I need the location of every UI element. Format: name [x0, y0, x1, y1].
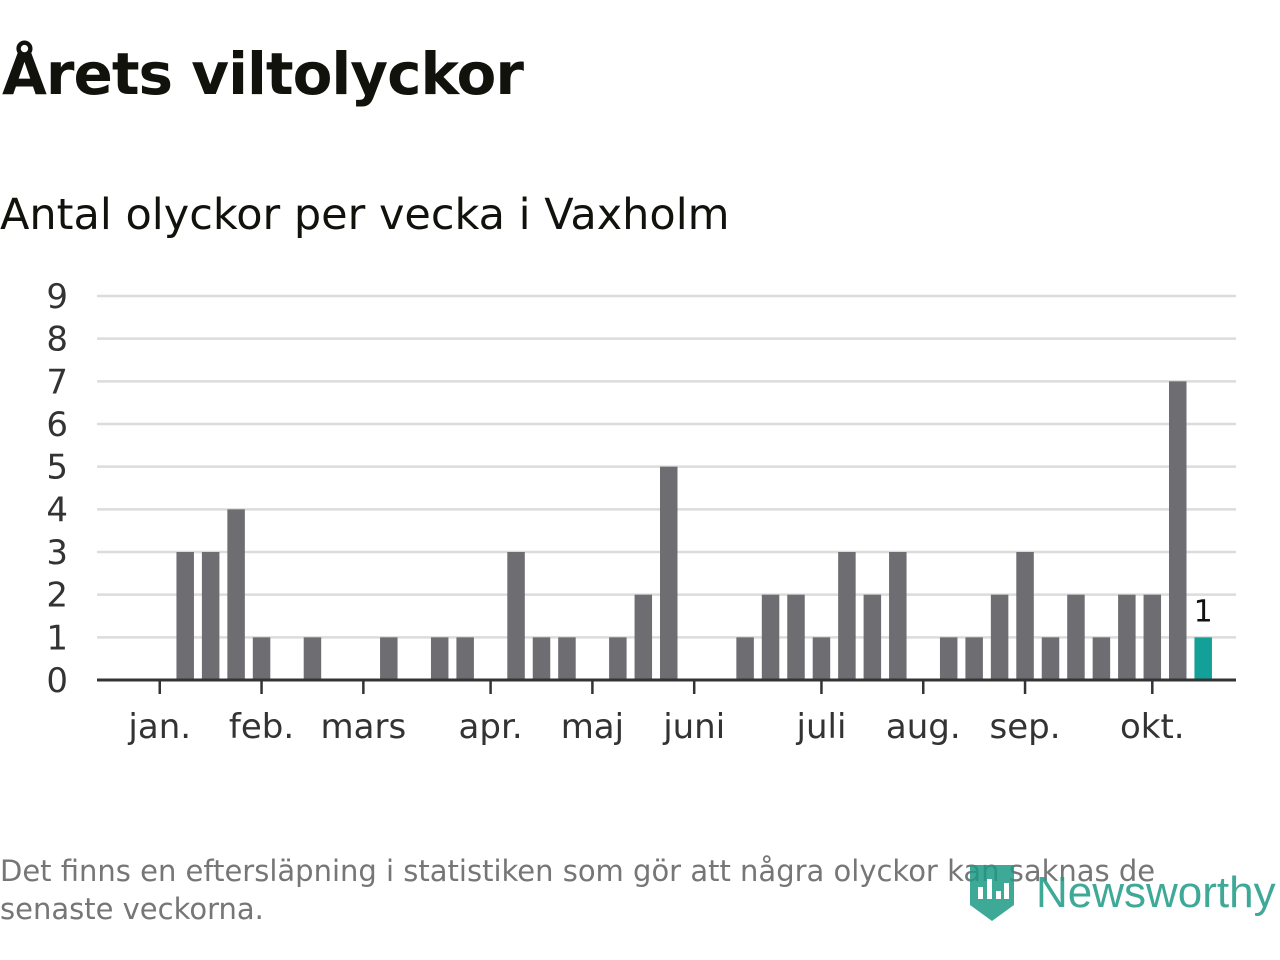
bar [176, 552, 194, 680]
y-tick-label: 0 [46, 661, 68, 701]
logo-text: Newsworthy [1036, 868, 1276, 917]
bar [1016, 552, 1034, 680]
x-tick-label: juni [662, 707, 725, 747]
chart-title: Årets viltolyckor [2, 40, 524, 108]
bar [1067, 594, 1085, 680]
bar [532, 637, 551, 680]
bar [252, 637, 271, 680]
bar [939, 637, 958, 680]
bar [863, 594, 882, 680]
y-tick-label: 5 [46, 448, 68, 488]
x-tick-label: okt. [1120, 707, 1185, 747]
bar-chart-logo-icon [970, 865, 1014, 921]
bar [660, 466, 678, 680]
x-tick-label: jan. [127, 707, 191, 747]
bar [634, 594, 653, 680]
x-tick-label: apr. [459, 707, 523, 747]
bar [1169, 381, 1187, 680]
bars [176, 381, 1212, 680]
y-tick-label: 7 [46, 362, 68, 402]
bar [380, 637, 398, 680]
bar [227, 509, 245, 680]
bar [558, 637, 576, 680]
x-tick-label: maj [561, 707, 624, 747]
bar [812, 637, 831, 680]
y-tick-label: 3 [46, 533, 68, 573]
x-tick-label: mars [321, 707, 407, 747]
y-tick-label: 6 [46, 405, 68, 445]
bar [787, 594, 805, 680]
x-tick-label: feb. [229, 707, 294, 747]
bar [990, 594, 1009, 680]
bar [303, 637, 322, 680]
newsworthy-logo[interactable]: Newsworthy [966, 858, 1276, 928]
chart-subtitle: Antal olyckor per vecka i Vaxholm [0, 190, 730, 240]
bar [1041, 637, 1060, 680]
bar [965, 637, 983, 680]
data-labels: 1 [1194, 594, 1213, 629]
bar [1118, 594, 1136, 680]
y-tick-label: 8 [46, 320, 68, 360]
bar [456, 637, 474, 680]
bar [201, 552, 220, 680]
bar-highlight [1194, 637, 1212, 680]
bar [1143, 594, 1162, 680]
x-axis-labels: jan. feb. mars apr. maj juni juli aug. sep. okt. [127, 707, 1184, 747]
footnote: Det finns en eftersläpning i statistiken… [0, 854, 1156, 926]
bar [1092, 637, 1111, 680]
y-tick-label: 4 [46, 490, 68, 530]
x-tick-label: aug. [886, 707, 961, 747]
bar [609, 637, 627, 680]
bar [430, 637, 449, 680]
y-tick-label: 1 [46, 618, 68, 658]
bar [507, 552, 525, 680]
bar [736, 637, 754, 680]
y-tick-label: 9 [46, 277, 68, 317]
x-axis [97, 678, 1236, 694]
x-tick-label: juli [796, 707, 847, 747]
y-tick-label: 2 [46, 576, 68, 616]
data-label-latest: 1 [1194, 594, 1213, 629]
bar [889, 552, 907, 680]
bar [838, 552, 856, 680]
x-tick-label: sep. [990, 707, 1061, 747]
bar [761, 594, 780, 680]
